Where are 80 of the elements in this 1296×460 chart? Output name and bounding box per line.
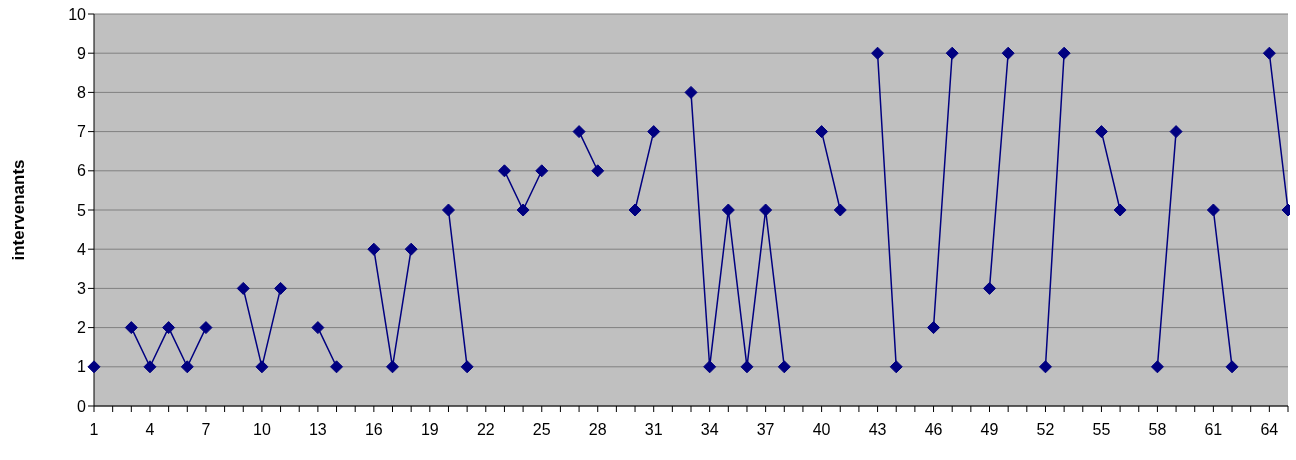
- x-tick-label: 13: [308, 421, 327, 439]
- point: [759, 203, 773, 217]
- x-tick-label: 34: [700, 421, 719, 439]
- point: [740, 360, 754, 374]
- point: [1150, 360, 1164, 374]
- point: [497, 164, 511, 178]
- x-tick-label: 31: [644, 421, 663, 439]
- point: [535, 164, 549, 178]
- point: [460, 360, 474, 374]
- point: [516, 203, 530, 217]
- x-tick-label: 46: [924, 421, 943, 439]
- point: [1262, 46, 1276, 60]
- point: [1057, 46, 1071, 60]
- point: [199, 321, 213, 335]
- point: [983, 281, 996, 295]
- x-tick-label: 64: [1260, 421, 1279, 439]
- point: [330, 360, 344, 374]
- point: [274, 281, 288, 295]
- point: [162, 321, 176, 335]
- x-tick-label: 61: [1204, 421, 1223, 439]
- x-tick-label: 43: [868, 421, 887, 439]
- point: [777, 360, 791, 374]
- point: [871, 46, 885, 60]
- point: [1001, 46, 1015, 60]
- point: [1169, 125, 1183, 139]
- point: [124, 321, 138, 335]
- point: [927, 321, 941, 335]
- y-tick-label: 1: [77, 358, 87, 376]
- y-tick-label: 0: [77, 397, 87, 415]
- point: [833, 203, 847, 217]
- x-tick-label: 58: [1148, 421, 1167, 439]
- point: [441, 203, 455, 217]
- x-tick-label: 7: [201, 421, 211, 439]
- point: [721, 203, 735, 217]
- point: [1113, 203, 1127, 217]
- x-tick-label: 10: [253, 421, 271, 439]
- point: [628, 203, 642, 217]
- x-tick-label: 28: [588, 421, 607, 439]
- point: [236, 281, 250, 295]
- point: [815, 125, 829, 139]
- y-tick-label: 6: [77, 162, 87, 180]
- y-axis-title: intervenants: [9, 159, 29, 261]
- y-tick-label: 9: [77, 44, 87, 62]
- x-tick-label: 16: [364, 421, 383, 439]
- point: [1038, 360, 1052, 374]
- point: [684, 85, 698, 99]
- point: [889, 360, 903, 374]
- point: [180, 360, 194, 374]
- point: [87, 360, 101, 374]
- x-tick-label: 25: [532, 421, 551, 439]
- y-tick-label: 8: [77, 84, 87, 102]
- x-tick-label: 55: [1092, 421, 1111, 439]
- x-tick-label: 37: [756, 421, 775, 439]
- point: [311, 321, 325, 335]
- y-tick-label: 5: [77, 201, 87, 219]
- x-tick-label: 19: [420, 421, 439, 439]
- point: [647, 125, 661, 139]
- y-tick-label: 3: [77, 280, 87, 298]
- y-tick-label: 4: [77, 240, 87, 258]
- point: [572, 125, 586, 139]
- y-tick-label: 2: [77, 319, 87, 337]
- x-tick-label: 1: [89, 421, 99, 439]
- point: [1206, 203, 1220, 217]
- x-tick-label: 49: [980, 421, 999, 439]
- point: [1225, 360, 1239, 374]
- point: [143, 360, 157, 374]
- point: [1094, 125, 1108, 139]
- point: [386, 360, 399, 374]
- point: [367, 242, 381, 256]
- point: [255, 360, 269, 374]
- point: [404, 242, 418, 256]
- x-tick-label: 4: [145, 421, 155, 439]
- point: [591, 164, 605, 178]
- x-tick-label: 52: [1036, 421, 1055, 439]
- x-tick-label: 40: [812, 421, 831, 439]
- x-tick-label: 22: [476, 421, 495, 439]
- point: [945, 46, 959, 60]
- y-tick-label: 7: [77, 123, 87, 141]
- point: [703, 360, 717, 374]
- y-tick-label: 10: [68, 5, 87, 23]
